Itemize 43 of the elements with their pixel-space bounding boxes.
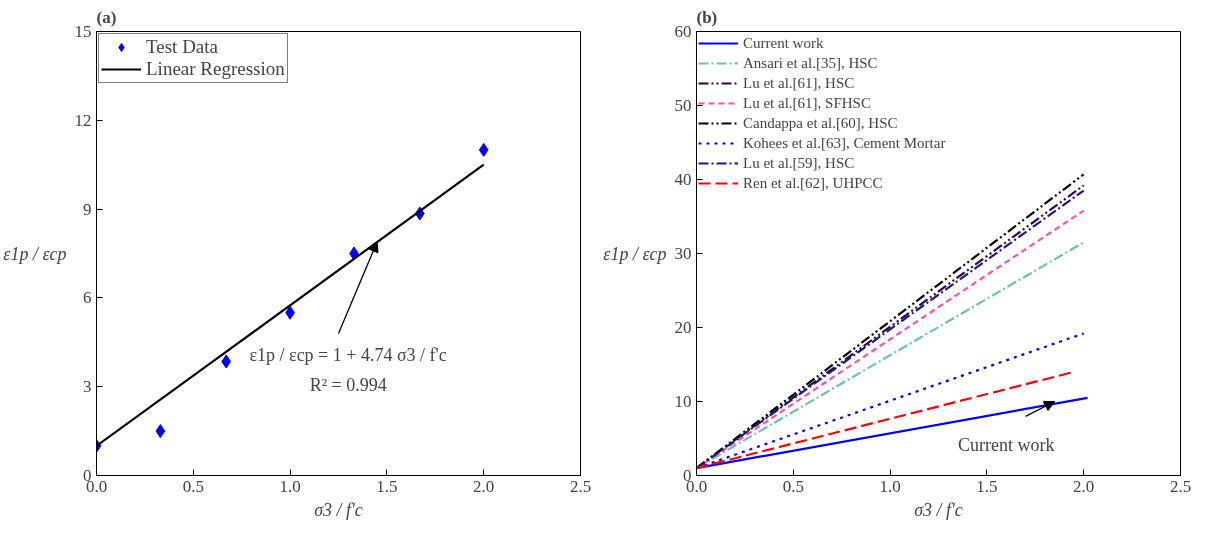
x-tick-label: 1.5 [976, 476, 998, 496]
legend-label: Kohees et al.[63], Cement Mortar [743, 134, 946, 152]
x-tick-label: 0.5 [182, 476, 204, 496]
legend-label: Ansari et al.[35], HSC [743, 54, 878, 72]
y-tick-label: 50 [674, 96, 692, 115]
legend-label: Ren et al.[62], UHPCC [743, 174, 883, 192]
x-tick-label: 1.0 [279, 476, 301, 496]
y-tick-label: 30 [674, 244, 692, 263]
y-tick-label: 20 [674, 318, 692, 337]
annotation: ε1p / εcp = 1 + 4.74 σ3 / f'c [249, 345, 447, 366]
point [221, 354, 232, 369]
y-tick-label: 9 [83, 199, 92, 219]
x-tick-label: 2.0 [1073, 476, 1095, 496]
legend-label: Lu et al.[59], HSC [743, 154, 855, 172]
y-tick-label: 12 [74, 110, 92, 130]
legend-label: Lu et al.[61], HSC [743, 74, 855, 92]
legend-label: Linear Regression [146, 58, 285, 80]
y-tick-label: 3 [83, 377, 92, 397]
x-axis-title: σ3 / f'c [914, 499, 963, 520]
y-axis-title: ε1p / εcp [603, 243, 667, 264]
x-axis-title: σ3 / f'c [314, 499, 363, 520]
legend-label: Test Data [146, 36, 219, 58]
y-tick-label: 15 [74, 22, 92, 41]
x-tick-label: 2.0 [473, 476, 495, 496]
legend-label: Current work [743, 34, 824, 52]
x-tick-label: 0.5 [782, 476, 804, 496]
y-tick-label: 10 [674, 392, 692, 411]
chart-title: (a) [96, 7, 117, 27]
point [155, 424, 166, 439]
annotation: Current work [958, 434, 1055, 455]
y-axis-title: ε1p / εcp [3, 243, 67, 264]
chart-title: (b) [696, 7, 718, 27]
x-tick-label: 2.5 [569, 476, 592, 496]
y-tick-label: 6 [83, 288, 92, 308]
legend-label: Candappa et al.[60], HSC [743, 114, 898, 132]
legend-label: Lu et al.[61], SFHSC [743, 94, 871, 112]
y-tick-label: 40 [674, 170, 692, 189]
annotation: R² = 0.994 [309, 375, 387, 396]
point [478, 142, 489, 157]
y-tick-label: 60 [674, 22, 692, 41]
x-tick-label: 1.5 [376, 476, 398, 496]
x-tick-label: 1.0 [879, 476, 901, 496]
x-tick-label: 2.5 [1169, 476, 1192, 496]
